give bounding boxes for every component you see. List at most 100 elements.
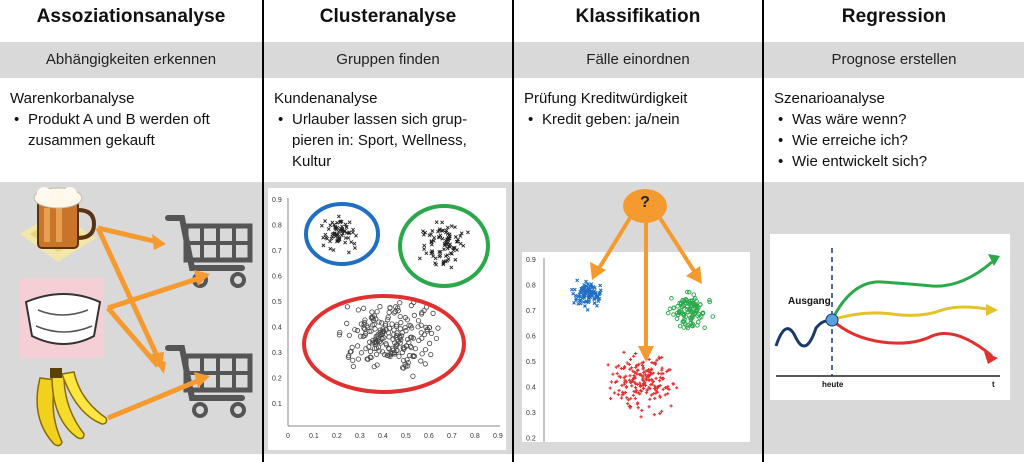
data-point bbox=[630, 384, 634, 388]
data-point bbox=[641, 360, 646, 364]
data-point bbox=[449, 265, 454, 270]
data-point bbox=[385, 329, 391, 336]
data-point bbox=[394, 330, 400, 336]
y-tick-label: 0.3 bbox=[526, 410, 536, 417]
data-point bbox=[644, 376, 648, 380]
y-tick-label: 0.1 bbox=[272, 401, 282, 408]
column-regression: Regression Prognose erstellen Szenarioan… bbox=[764, 0, 1024, 462]
data-point bbox=[442, 247, 446, 252]
data-point bbox=[636, 369, 640, 373]
data-point bbox=[390, 336, 396, 342]
data-point bbox=[614, 365, 618, 369]
data-point bbox=[700, 310, 705, 316]
data-point bbox=[633, 376, 637, 381]
bullet-item: Produkt A und B werden oft zusammen geka… bbox=[10, 109, 256, 151]
data-point bbox=[421, 331, 428, 338]
data-point bbox=[690, 310, 695, 315]
data-point bbox=[688, 315, 693, 321]
data-point bbox=[629, 397, 633, 401]
data-point bbox=[367, 354, 373, 360]
data-point bbox=[587, 299, 592, 303]
data-point bbox=[415, 318, 422, 324]
data-point bbox=[421, 307, 427, 314]
data-point bbox=[373, 316, 379, 322]
cluster-ring-green bbox=[398, 204, 490, 288]
y-tick-label: 0.5 bbox=[526, 359, 536, 366]
data-point bbox=[384, 352, 390, 358]
data-point bbox=[654, 376, 658, 381]
data-point bbox=[575, 278, 580, 283]
data-point bbox=[616, 392, 620, 397]
data-point bbox=[640, 408, 644, 413]
data-point bbox=[696, 311, 701, 317]
data-point bbox=[429, 240, 434, 245]
data-point bbox=[443, 254, 448, 259]
data-point bbox=[658, 376, 662, 380]
column-title: Clusteranalyse bbox=[319, 6, 457, 27]
data-point bbox=[339, 233, 344, 238]
data-point bbox=[639, 372, 643, 376]
y-axis-ticks: 0.9 0.8 0.7 0.6 0.5 0.4 0.3 0.2 0.1 bbox=[272, 197, 282, 408]
description-heading: Prüfung Kreditwürdigkeit bbox=[524, 90, 688, 107]
data-point bbox=[345, 354, 352, 360]
data-point bbox=[655, 386, 660, 390]
column-divider bbox=[512, 0, 514, 462]
data-point bbox=[346, 250, 351, 255]
x-tick-label: 0.3 bbox=[355, 433, 365, 440]
scenario-line-green bbox=[830, 260, 993, 321]
data-point bbox=[458, 241, 463, 246]
data-point bbox=[332, 231, 337, 236]
data-point bbox=[671, 312, 676, 317]
cluster-plot-panel: 0.9 0.8 0.7 0.6 0.5 0.4 0.3 0.2 0.1 0 0.1 0.2 0.3 0.… bbox=[268, 188, 506, 450]
x-tick-label: 0.6 bbox=[424, 433, 434, 440]
data-point bbox=[583, 289, 587, 294]
data-point bbox=[446, 257, 451, 261]
x-tick-label: 0.2 bbox=[332, 433, 342, 440]
cluster-ring-blue bbox=[304, 202, 380, 266]
data-point bbox=[633, 396, 637, 401]
x-axis-ticks: 0 0.1 0.2 0.3 0.4 0.5 0.6 0.7 0.8 0.9 bbox=[286, 433, 503, 440]
data-point bbox=[387, 305, 393, 311]
data-point bbox=[419, 351, 425, 357]
data-point bbox=[321, 243, 326, 248]
data-point bbox=[612, 391, 617, 395]
data-point bbox=[347, 349, 353, 355]
data-point bbox=[445, 237, 449, 242]
column-subtitle: Prognose erstellen bbox=[764, 42, 1024, 78]
data-point bbox=[323, 219, 327, 224]
data-point bbox=[449, 224, 454, 228]
data-point bbox=[583, 304, 587, 308]
data-point bbox=[361, 305, 367, 311]
data-point bbox=[622, 376, 626, 380]
data-point bbox=[692, 305, 698, 310]
data-point bbox=[383, 340, 389, 347]
data-point bbox=[663, 386, 668, 390]
data-point bbox=[584, 279, 588, 284]
data-point bbox=[349, 240, 354, 244]
data-point bbox=[381, 351, 388, 358]
data-point bbox=[644, 391, 649, 395]
data-point bbox=[643, 383, 648, 388]
data-point bbox=[434, 262, 439, 267]
data-point bbox=[675, 386, 679, 390]
data-point bbox=[330, 234, 335, 239]
basket-diagram bbox=[20, 187, 253, 447]
data-point bbox=[650, 368, 654, 372]
regression-plot-panel: Ausgang heute t bbox=[770, 234, 1010, 400]
classification-arrows bbox=[590, 189, 702, 362]
column-description: Szenarioanalyse Was wäre wenn? Wie errei… bbox=[774, 88, 1018, 172]
data-point bbox=[572, 300, 576, 305]
data-point bbox=[344, 320, 350, 327]
y-tick-label: 0.7 bbox=[272, 248, 282, 255]
data-point bbox=[377, 329, 383, 336]
data-point bbox=[609, 380, 614, 384]
data-point bbox=[660, 409, 664, 413]
data-point bbox=[340, 224, 344, 229]
y-tick-label: 0.8 bbox=[526, 283, 536, 290]
data-point bbox=[633, 386, 638, 390]
data-point bbox=[401, 346, 407, 352]
data-point bbox=[577, 298, 582, 303]
data-point bbox=[618, 375, 623, 379]
data-point bbox=[454, 239, 459, 244]
data-point bbox=[394, 347, 400, 354]
